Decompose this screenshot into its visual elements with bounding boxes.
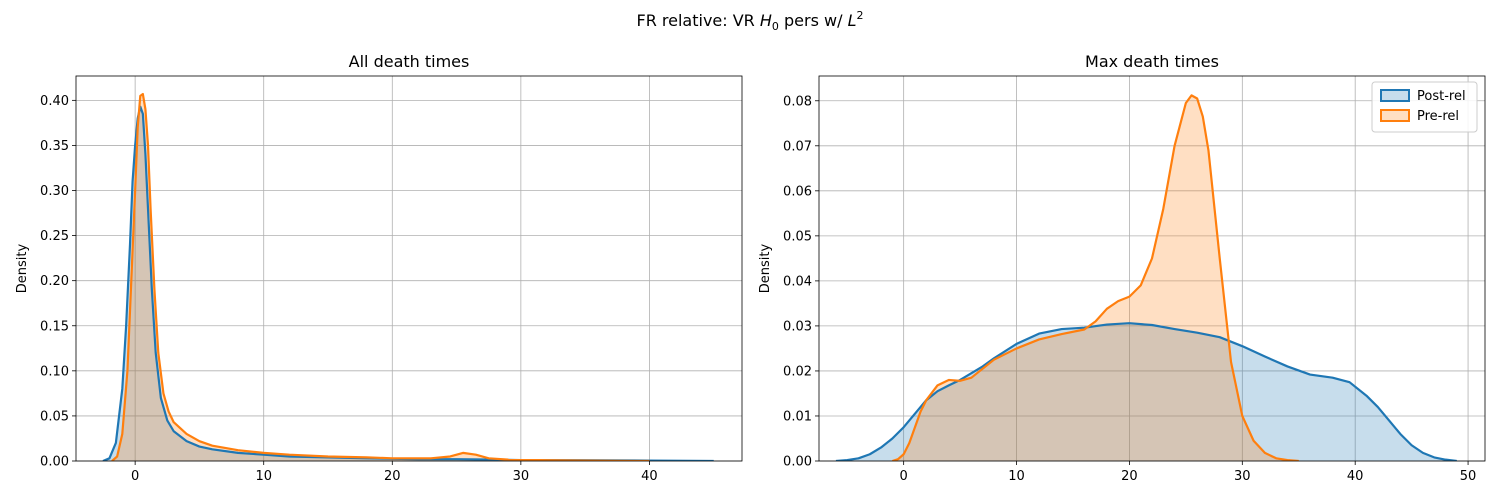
- density-line-post-rel: [102, 105, 714, 461]
- suptitle-prefix: FR relative: VR: [637, 11, 760, 30]
- y-tick-label: 0.05: [40, 409, 69, 424]
- suptitle-h: H: [760, 11, 772, 30]
- y-tick-label: 0.05: [783, 229, 812, 244]
- density-area-pre-rel: [892, 95, 1299, 461]
- y-tick-label: 0.20: [40, 274, 69, 289]
- legend-label: Pre-rel: [1417, 109, 1459, 124]
- chart-all-death-times: 0 10 20 30 40 0.00 0.05 0.10 0.15 0.20 0.25 0.30 0.3…: [15, 52, 743, 484]
- y-tick-label: 0.30: [40, 184, 69, 199]
- y-tick-label: 0.35: [40, 139, 69, 154]
- axes-frame: [75, 75, 743, 462]
- density-line-pre-rel: [111, 92, 650, 461]
- legend-swatch-post-rel: [1380, 89, 1410, 102]
- x-tick-label: 20: [1121, 469, 1138, 484]
- x-tick-label: 10: [255, 469, 272, 484]
- density-line-post-rel: [835, 322, 1457, 461]
- y-tick-label: 0.25: [40, 229, 69, 244]
- x-tick-label: 50: [1460, 469, 1477, 484]
- y-tick-label: 0.01: [783, 409, 812, 424]
- y-tick-label: 0.00: [783, 455, 812, 470]
- x-tick-label: 40: [1347, 469, 1364, 484]
- series-group: [835, 94, 1457, 461]
- x-tick-label: 20: [384, 469, 401, 484]
- y-axis-label: Density: [758, 243, 773, 293]
- x-tick-label: 40: [641, 469, 658, 484]
- y-tick-label: 0.04: [783, 274, 812, 289]
- axes-frame: [818, 75, 1486, 462]
- y-tick-label: 0.06: [783, 184, 812, 199]
- figure-suptitle: FR relative: VR H0 pers w/ L2: [637, 9, 864, 33]
- x-tick-label: 10: [1008, 469, 1025, 484]
- y-tick-label: 0.40: [40, 94, 69, 109]
- y-axis-label: Density: [15, 243, 30, 293]
- x-tick-label: 0: [900, 469, 908, 484]
- legend: Post-rel Pre-rel: [1371, 81, 1478, 133]
- chart-max-death-times: 0 10 20 30 40 50 0.00 0.01 0.02 0.03 0.04 0.05 0.06 0…: [758, 52, 1486, 484]
- suptitle-l: L: [848, 11, 857, 30]
- x-tick-label: 30: [1234, 469, 1251, 484]
- legend-box: [1371, 81, 1478, 133]
- density-line-pre-rel: [892, 94, 1299, 461]
- plot-area: [76, 76, 742, 461]
- density-area-pre-rel: [112, 94, 650, 461]
- y-tick-label: 0.02: [783, 364, 812, 379]
- series-group: [102, 92, 714, 461]
- y-tick-label: 0.10: [40, 364, 69, 379]
- y-tick-label: 0.15: [40, 319, 69, 334]
- legend-label: Post-rel: [1417, 89, 1466, 104]
- suptitle-l-sup: 2: [857, 9, 864, 22]
- suptitle-h-sub: 0: [772, 20, 779, 33]
- chart-title: Max death times: [1085, 52, 1219, 71]
- chart-title: All death times: [349, 52, 470, 71]
- y-tick-label: 0.08: [783, 94, 812, 109]
- y-tick-label: 0.03: [783, 319, 812, 334]
- x-tick-label: 30: [513, 469, 530, 484]
- y-tick-label: 0.00: [40, 455, 69, 470]
- suptitle-middle: pers w/: [779, 11, 848, 30]
- x-tick-label: 0: [131, 469, 139, 484]
- y-tick-label: 0.07: [783, 139, 812, 154]
- legend-swatch-pre-rel: [1380, 109, 1410, 122]
- density-area-post-rel: [103, 106, 714, 461]
- density-area-post-rel: [835, 323, 1457, 461]
